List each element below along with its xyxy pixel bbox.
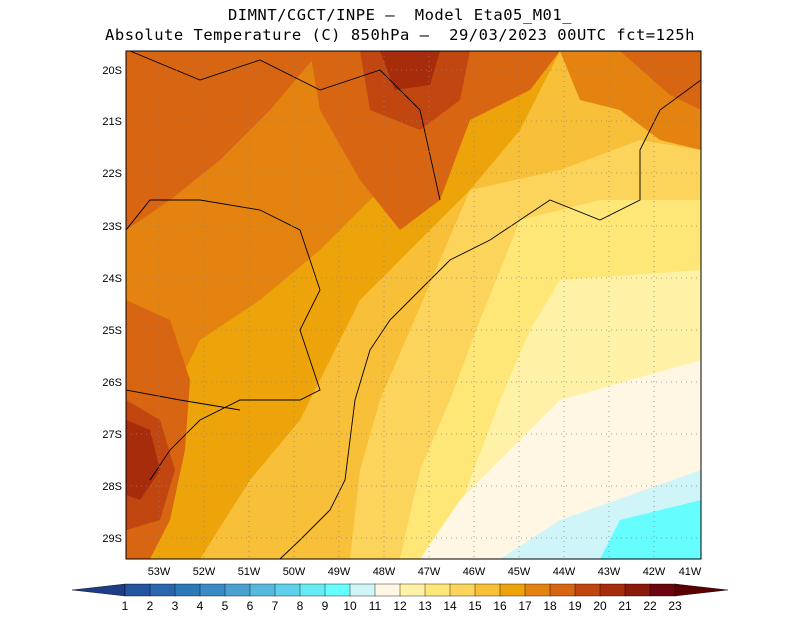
colorbar-label: 8 [297, 599, 304, 613]
colorbar-label: 16 [493, 599, 507, 613]
lat-tick-label: 20S [102, 65, 122, 77]
lon-tick-label: 45W [508, 566, 531, 578]
colorbar-swatch [574, 583, 601, 597]
colorbar-swatch [524, 583, 551, 597]
map-frame [125, 50, 702, 560]
colorbar-label: 15 [468, 599, 482, 613]
lat-tick-label: 26S [102, 377, 122, 389]
colorbar: 1 2 3 4 5 6 7 8 9 10 11 12 13 14 15 16 17 18 19 20 21 22 23 [71, 583, 729, 613]
colorbar-swatch [449, 583, 476, 597]
colorbar-label: 23 [668, 599, 682, 613]
colorbar-label: 20 [593, 599, 607, 613]
colorbar-label: 21 [618, 599, 632, 613]
lon-tick-label: 42W [643, 566, 666, 578]
lat-tick-label: 21S [102, 116, 122, 128]
state-border-north [129, 51, 441, 201]
lon-tick-label: 47W [418, 566, 441, 578]
colorbar-label: 3 [172, 599, 179, 613]
colorbar-swatch [374, 583, 401, 597]
state-border [126, 199, 321, 481]
colorbar-label: 12 [393, 599, 407, 613]
colorbar-swatch [399, 583, 426, 597]
colorbar-swatch [274, 583, 301, 597]
lon-tick-label: 44W [553, 566, 576, 578]
colorbar-swatch [349, 583, 376, 597]
lat-tick-label: 24S [102, 273, 122, 285]
colorbar-swatch [649, 583, 676, 597]
colorbar-label: 17 [518, 599, 532, 613]
colorbar-label: 4 [197, 599, 204, 613]
colorbar-label: 11 [369, 599, 382, 613]
colorbar-swatch [199, 583, 226, 597]
coastline-borders [126, 51, 701, 559]
colorbar-swatch [599, 583, 626, 597]
lon-tick-label: 49W [328, 566, 351, 578]
colorbar-swatch [674, 583, 729, 597]
colorbar-swatch [324, 583, 351, 597]
lat-tick-label: 29S [102, 533, 122, 545]
lon-tick-label: 51W [238, 566, 261, 578]
colorbar-label: 6 [247, 599, 254, 613]
colorbar-swatch [249, 583, 276, 597]
lat-tick-label: 28S [102, 481, 122, 493]
country-border [126, 389, 241, 411]
lon-tick-label: 52W [193, 566, 216, 578]
colorbar-swatch [224, 583, 251, 597]
colorbar-label: 18 [543, 599, 557, 613]
map-title-line2: Absolute Temperature (C) 850hPa – 29/03/… [105, 26, 695, 44]
map-title-line1: DIMNT/CGCT/INPE – Model Eta05_M01_ [227, 6, 573, 24]
colorbar-swatch [499, 583, 526, 597]
colorbar-label: 13 [418, 599, 432, 613]
colorbar-label: 9 [322, 599, 329, 613]
lat-tick-label: 23S [102, 221, 122, 233]
lon-tick-label: 43W [598, 566, 621, 578]
lon-tick-label: 46W [463, 566, 486, 578]
map-grid [126, 51, 701, 559]
colorbar-label: 10 [343, 599, 357, 613]
lat-tick-label: 25S [102, 325, 122, 337]
lon-tick-labels: 53W 52W 51W 50W 49W 48W 47W 46W 45W 44W … [148, 566, 702, 578]
lon-tick-label: 48W [373, 566, 396, 578]
colorbar-swatch [174, 583, 201, 597]
colorbar-swatch [474, 583, 501, 597]
lon-tick-label: 53W [148, 566, 171, 578]
lat-tick-labels: 20S 21S 22S 23S 24S 25S 26S 27S 28S 29S [102, 65, 122, 545]
lat-tick-label: 27S [102, 429, 122, 441]
colorbar-label: 22 [643, 599, 657, 613]
lon-tick-label: 50W [283, 566, 306, 578]
colorbar-label: 2 [147, 599, 154, 613]
lon-tick-label: 41W [679, 566, 702, 578]
coastline [279, 79, 701, 559]
colorbar-label: 5 [222, 599, 229, 613]
colorbar-label: 19 [568, 599, 582, 613]
colorbar-swatch [299, 583, 326, 597]
colorbar-label: 14 [443, 599, 457, 613]
temperature-field [126, 51, 701, 559]
colorbar-label: 7 [272, 599, 279, 613]
colorbar-label: 1 [122, 599, 129, 613]
colorbar-swatch [624, 583, 651, 597]
colorbar-swatch [149, 583, 176, 597]
colorbar-swatch [71, 583, 126, 597]
colorbar-swatch [124, 583, 151, 597]
lat-tick-label: 22S [102, 168, 122, 180]
colorbar-swatch [424, 583, 451, 597]
colorbar-swatch [549, 583, 576, 597]
